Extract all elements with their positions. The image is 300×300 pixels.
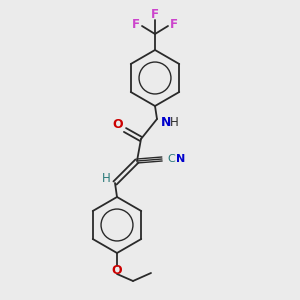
Text: H: H — [102, 172, 110, 185]
Text: F: F — [170, 17, 178, 31]
Text: N: N — [176, 154, 185, 164]
Text: F: F — [132, 17, 140, 31]
Text: N: N — [161, 116, 171, 128]
Text: O: O — [113, 118, 123, 131]
Text: F: F — [151, 8, 159, 22]
Text: O: O — [112, 265, 122, 278]
Text: C: C — [167, 154, 175, 164]
Text: H: H — [170, 116, 179, 128]
